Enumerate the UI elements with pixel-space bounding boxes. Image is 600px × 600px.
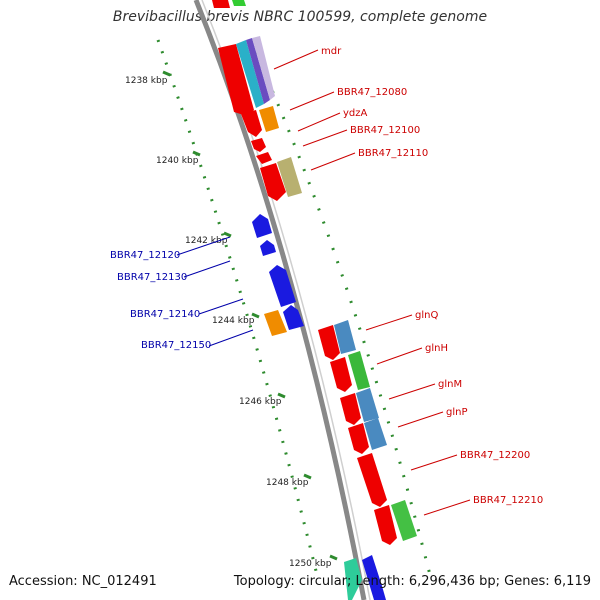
gene-label-bbr47-12130: BBR47_12130 bbox=[117, 272, 187, 283]
gene-top-green bbox=[232, 0, 246, 6]
gene-glnH bbox=[330, 357, 352, 392]
gene-label-bbr47-12200: BBR47_12200 bbox=[460, 450, 530, 461]
gene-label-mdr: mdr bbox=[321, 46, 342, 57]
gene-bottom-blue bbox=[362, 555, 386, 600]
gene-label-bbr47-12110: BBR47_12110 bbox=[358, 148, 428, 159]
gene-glnQ bbox=[318, 325, 340, 360]
topology-text: Topology: circular; Length: 6,296,436 bp… bbox=[233, 574, 591, 589]
gene-top-red bbox=[212, 0, 230, 8]
gene-bbr47-12120 bbox=[252, 214, 272, 238]
tick-label-1244: 1244 kbp bbox=[212, 316, 255, 326]
gene-label-bbr47-12100: BBR47_12100 bbox=[350, 125, 420, 136]
gene-label-ydzA: ydzA bbox=[343, 108, 368, 119]
gene-glnM bbox=[340, 393, 361, 425]
gene-bbr47-12150 bbox=[264, 310, 287, 336]
gene-label-bbr47-12140: BBR47_12140 bbox=[130, 309, 200, 320]
outer-dotted-ring bbox=[248, 39, 432, 576]
gene-label-glnM: glnM bbox=[438, 379, 462, 390]
reverse-leaders bbox=[176, 236, 254, 347]
gene-bottom-teal bbox=[344, 558, 362, 600]
forward-leaders bbox=[273, 49, 471, 516]
inner-tick-ring bbox=[156, 39, 319, 576]
tick-marks bbox=[162, 70, 338, 561]
gene-label-glnH: glnH bbox=[425, 343, 448, 354]
gene-bbr47-12100 bbox=[251, 138, 266, 152]
forward-genes bbox=[218, 36, 417, 545]
tick-label-1238: 1238 kbp bbox=[125, 76, 168, 86]
tick-label-1250: 1250 kbp bbox=[289, 559, 332, 569]
reverse-genes bbox=[252, 214, 304, 336]
gene-bbr47-12130 bbox=[260, 240, 276, 256]
gene-label-bbr47-12080: BBR47_12080 bbox=[337, 87, 407, 98]
gene-bbr47-12080 bbox=[241, 110, 262, 137]
gene-label-glnQ: glnQ bbox=[415, 310, 438, 321]
tick-label-1242: 1242 kbp bbox=[185, 236, 228, 246]
gene-bbr47-12210 bbox=[374, 505, 397, 545]
gene-bbr47-12200 bbox=[357, 453, 387, 507]
tick-label-1248: 1248 kbp bbox=[266, 478, 309, 488]
tick-label-1246: 1246 kbp bbox=[239, 397, 282, 407]
gene-label-bbr47-12210: BBR47_12210 bbox=[473, 495, 543, 506]
gene-glnP bbox=[348, 423, 369, 454]
gene-bbr47-12110 bbox=[260, 163, 286, 201]
gene-mdr bbox=[218, 44, 254, 116]
gene-label-bbr47-12150: BBR47_12150 bbox=[141, 340, 211, 351]
gene-label-glnP: glnP bbox=[446, 407, 468, 418]
accession-text: Accession: NC_012491 bbox=[9, 574, 157, 589]
genome-backbone bbox=[193, 0, 367, 600]
tick-label-1240: 1240 kbp bbox=[156, 156, 199, 166]
gene-bbr47-12140 bbox=[269, 265, 296, 307]
gene-ydzA bbox=[259, 106, 279, 132]
gene-label-bbr47-12120: BBR47_12120 bbox=[110, 250, 180, 261]
